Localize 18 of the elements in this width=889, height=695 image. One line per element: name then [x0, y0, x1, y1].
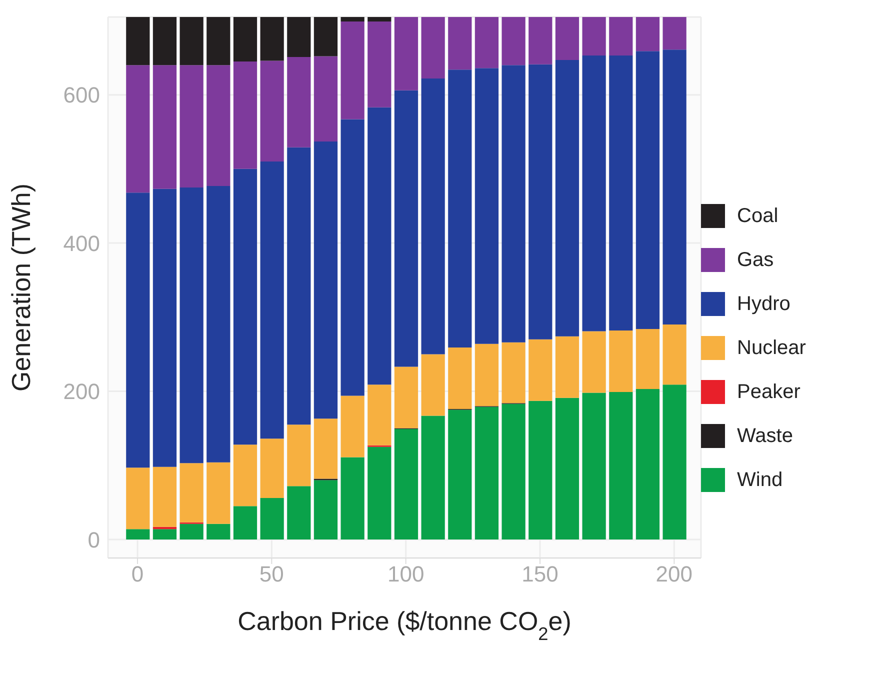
y-tick-label: 400 [63, 230, 100, 256]
legend-label: Waste [737, 424, 793, 448]
legend-label: Gas [737, 248, 774, 272]
y-axis-title: Generation (TWh) [6, 183, 36, 392]
legend-label: Hydro [737, 292, 790, 316]
x-tick-label: 100 [387, 562, 424, 587]
y-tick-label: 0 [88, 527, 100, 552]
legend-label: Peaker [737, 380, 800, 404]
legend-label: Nuclear [737, 336, 806, 360]
x-tick-label: 200 [656, 562, 693, 587]
x-axis-title: Carbon Price ($/tonne CO$_{2}$e) [238, 606, 572, 644]
x-tick-label: 50 [259, 562, 284, 587]
x-tick-label: 0 [131, 562, 144, 587]
legend-label: Wind [737, 468, 783, 492]
y-tick-label: 600 [63, 82, 100, 108]
legend-label: Coal [737, 204, 778, 228]
y-tick-label: 200 [63, 379, 100, 404]
x-tick-label: 150 [522, 562, 558, 587]
